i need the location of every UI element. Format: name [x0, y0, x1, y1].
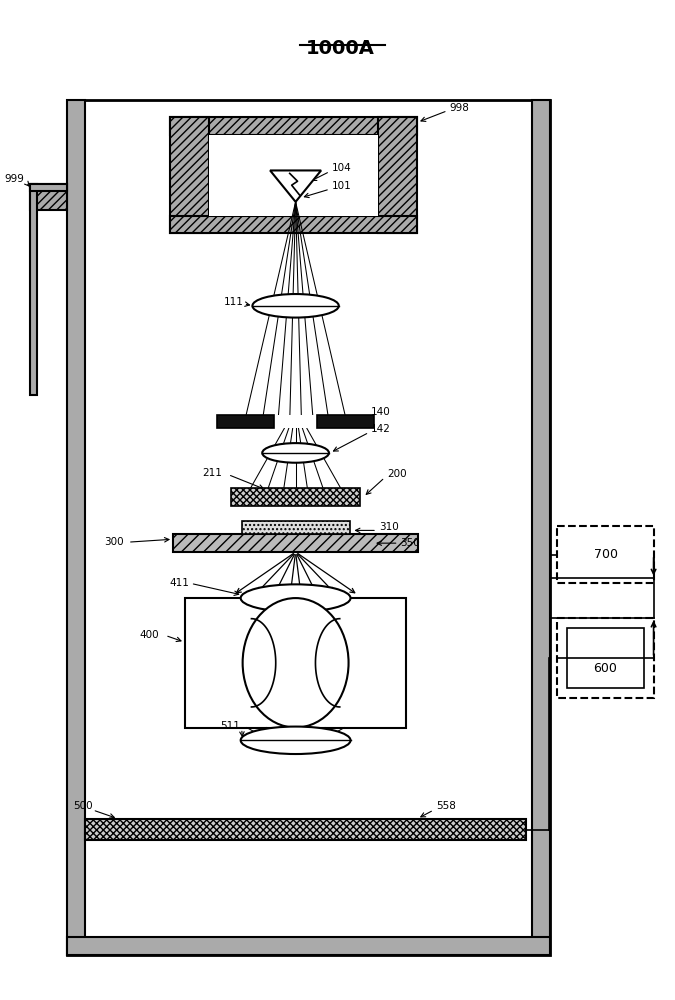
- Text: 350: 350: [400, 538, 421, 548]
- Text: 558: 558: [436, 801, 456, 811]
- Bar: [185, 598, 406, 728]
- Bar: [67, 100, 85, 955]
- Bar: [558, 526, 653, 583]
- Text: 200: 200: [387, 469, 406, 479]
- Ellipse shape: [241, 584, 350, 612]
- Text: 400: 400: [140, 630, 159, 640]
- Bar: [30, 184, 36, 395]
- Text: 310: 310: [379, 522, 399, 532]
- Bar: [30, 184, 67, 210]
- Bar: [170, 216, 417, 233]
- Text: 998: 998: [450, 103, 469, 113]
- Bar: [274, 415, 317, 428]
- Bar: [30, 184, 67, 191]
- Text: 300: 300: [105, 537, 124, 547]
- Polygon shape: [270, 170, 321, 202]
- Text: 101: 101: [332, 181, 352, 191]
- Ellipse shape: [263, 443, 329, 463]
- Bar: [378, 117, 417, 233]
- Text: 500: 500: [73, 801, 92, 811]
- Text: 999: 999: [4, 174, 24, 184]
- Text: 700: 700: [593, 548, 618, 561]
- Bar: [567, 628, 644, 688]
- Ellipse shape: [241, 727, 350, 754]
- Ellipse shape: [242, 598, 348, 728]
- Bar: [173, 534, 418, 552]
- Bar: [558, 618, 653, 698]
- Text: 142: 142: [371, 424, 391, 434]
- Text: 411: 411: [169, 578, 189, 588]
- Text: 211: 211: [202, 468, 222, 478]
- Text: 1000A: 1000A: [306, 39, 375, 58]
- Text: 511: 511: [220, 721, 240, 731]
- Text: 600: 600: [593, 662, 618, 675]
- Bar: [85, 819, 526, 840]
- Text: 140: 140: [371, 407, 391, 417]
- Bar: [242, 521, 350, 534]
- Ellipse shape: [252, 294, 339, 318]
- Bar: [317, 415, 374, 428]
- Bar: [217, 415, 274, 428]
- Bar: [170, 117, 417, 135]
- Bar: [532, 100, 549, 955]
- Bar: [231, 488, 360, 506]
- Text: 111: 111: [224, 297, 244, 307]
- Bar: [170, 117, 209, 233]
- Text: 104: 104: [332, 163, 352, 173]
- Bar: [67, 100, 549, 955]
- Bar: [209, 135, 378, 216]
- Bar: [67, 937, 549, 955]
